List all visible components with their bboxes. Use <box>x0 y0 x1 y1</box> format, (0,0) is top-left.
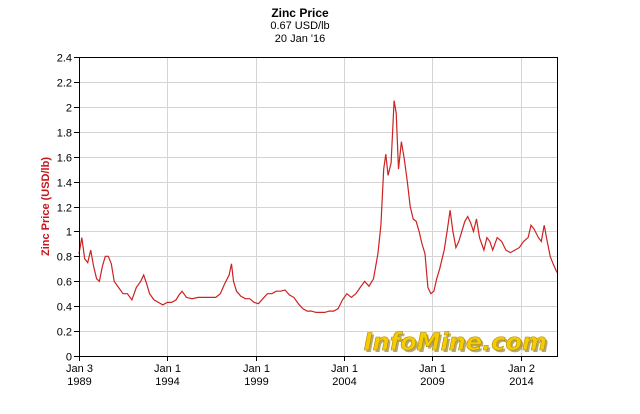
x-tick-year: 1989 <box>67 376 91 388</box>
y-tick-label: 0.8 <box>57 252 72 264</box>
y-tick-label: 1.6 <box>57 153 72 165</box>
y-tick-label: 0.6 <box>57 277 72 289</box>
price-line <box>78 100 558 313</box>
watermark-text: InfoMine.com <box>364 328 547 356</box>
x-tick-year: 2014 <box>509 376 533 388</box>
y-tick-label: 1.8 <box>57 128 72 140</box>
x-tick-year: 1994 <box>155 376 179 388</box>
price-date: 20 Jan '16 <box>274 33 326 45</box>
y-tick-label: 1 <box>66 227 72 239</box>
y-tick-label: 2.4 <box>57 53 72 65</box>
chart-title: Zinc Price <box>271 6 329 20</box>
x-tick-label: Jan 1 <box>331 363 358 375</box>
watermark-shadow: InfoMine.com <box>366 330 549 358</box>
x-tick-year: 2009 <box>420 376 444 388</box>
y-tick-label: 2 <box>66 103 72 115</box>
y-tick-label: 2.2 <box>57 78 72 90</box>
chart-title-block: Zinc Price 0.67 USD/lb 20 Jan '16 <box>0 6 600 46</box>
x-tick-year: 2004 <box>332 376 356 388</box>
x-tick-label: Jan 2 <box>508 363 535 375</box>
x-tick-label: Jan 1 <box>419 363 446 375</box>
tick-marks <box>74 57 522 361</box>
y-tick-label: 1.4 <box>57 178 72 190</box>
grid-lines <box>79 57 557 356</box>
y-axis-label: Zinc Price (USD/lb) <box>40 157 52 256</box>
x-tick-label: Jan 1 <box>154 363 181 375</box>
x-tick-year: 1999 <box>244 376 268 388</box>
y-tick-label: 1.2 <box>57 203 72 215</box>
y-tick-label: 0.4 <box>57 302 72 314</box>
x-tick-label: Jan 3 <box>66 363 93 375</box>
current-price: 0.67 USD/lb <box>270 20 330 32</box>
plot-frame <box>79 57 558 357</box>
x-tick-label: Jan 1 <box>243 363 270 375</box>
y-tick-label: 0.2 <box>57 327 72 339</box>
y-tick-label: 0 <box>66 352 72 364</box>
